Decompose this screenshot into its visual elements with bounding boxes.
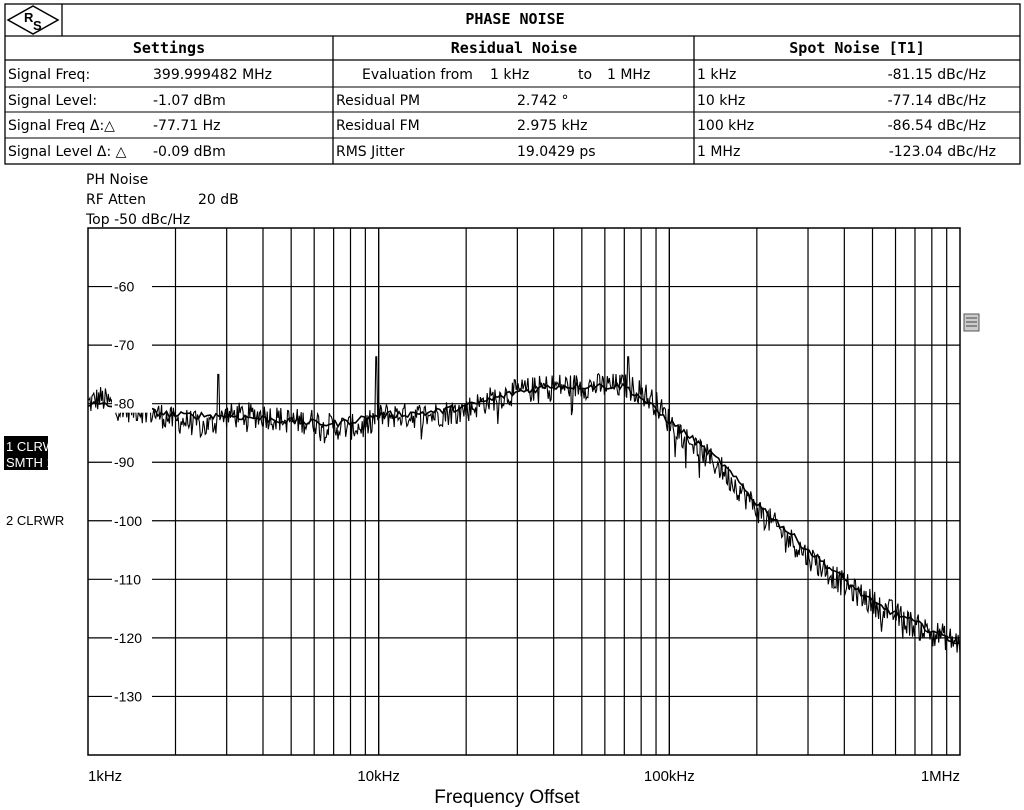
y-tick-label: -120 <box>114 630 142 646</box>
evaluation-to: 1 MHz <box>607 67 650 83</box>
setting-label: Signal Freq Δ:△ <box>8 118 115 134</box>
rs-logo-icon: R S <box>6 5 60 35</box>
trace-1-label: 1 CLRWR <box>6 439 64 454</box>
spot-value: -86.54 dBc/Hz <box>888 118 986 134</box>
residual-label: Residual FM <box>336 118 420 134</box>
y-tick-label-bg <box>112 628 152 647</box>
setting-value: 399.999482 MHz <box>153 67 272 83</box>
plot-traces <box>87 356 961 653</box>
setting-value: -1.07 dBm <box>153 93 226 109</box>
spot-value: -123.04 dBc/Hz <box>889 144 996 160</box>
x-tick-labels: 1kHz 10kHz 100kHz 1MHz <box>88 768 960 785</box>
y-tick-label: -100 <box>114 513 142 529</box>
residual-value: 19.0429 ps <box>517 144 596 160</box>
spot-noise-header: Spot Noise [T1] <box>789 39 924 57</box>
x-tick-label: 1MHz <box>921 768 960 785</box>
evaluation-from: 1 kHz <box>490 67 529 83</box>
phase-noise-table: R S PHASE NOISE Settings Residual Noise … <box>4 3 1021 165</box>
y-tick-label-bg <box>112 687 152 706</box>
y-tick-label: -90 <box>114 454 134 470</box>
svg-text:S: S <box>33 18 42 33</box>
setting-value: -77.71 Hz <box>153 118 220 134</box>
y-tick-label: -110 <box>114 571 141 587</box>
trace-1-smoothing-label: SMTH 1% <box>6 455 66 470</box>
setting-label: Signal Level Δ: △ <box>8 144 127 160</box>
x-tick-label: 100kHz <box>644 768 695 785</box>
trace-1-line <box>87 381 961 645</box>
residual-noise-header: Residual Noise <box>451 39 577 57</box>
x-axis-label: Frequency Offset <box>434 787 580 808</box>
y-tick-label-bg <box>112 394 152 413</box>
x-tick-label: 10kHz <box>357 768 400 785</box>
y-tick-label-bg <box>112 336 152 355</box>
residual-label: Residual PM <box>336 93 420 109</box>
plot-mode-label: PH Noise <box>86 172 148 188</box>
y-tick-labels: -60 -70 -80 -90 -100 -110 -120 -130 <box>112 277 152 706</box>
residual-value: 2.975 kHz <box>517 118 588 134</box>
plot-frame <box>87 227 961 756</box>
spot-freq: 10 kHz <box>697 93 745 109</box>
evaluation-to-label: to <box>578 67 592 83</box>
settings-header: Settings <box>133 39 205 57</box>
svg-text:R: R <box>24 10 34 25</box>
y-tick-label-bg <box>112 453 152 472</box>
table-title: PHASE NOISE <box>465 10 564 28</box>
residual-value: 2.742 ° <box>517 93 569 109</box>
spot-value: -81.15 dBc/Hz <box>888 67 986 83</box>
trace-2-label: 2 CLRWR <box>6 513 64 528</box>
spot-value: -77.14 dBc/Hz <box>888 93 986 109</box>
y-tick-label-bg <box>112 511 152 530</box>
y-tick-label: -70 <box>114 337 134 353</box>
spot-freq: 1 MHz <box>697 144 740 160</box>
trace-2-line <box>87 356 961 653</box>
side-marker-icon <box>963 313 980 332</box>
phase-noise-plot: -60 -70 -80 -90 -100 -110 -120 -130 1kHz 10kHz 10… <box>87 227 961 808</box>
evaluation-label: Evaluation from <box>362 67 473 83</box>
setting-label: Signal Freq: <box>8 67 90 83</box>
x-tick-label: 1kHz <box>88 768 122 785</box>
y-tick-label-bg <box>112 570 152 589</box>
y-tick-label: -130 <box>114 688 142 704</box>
y-tick-label: -60 <box>114 279 134 295</box>
setting-value: -0.09 dBm <box>153 144 226 160</box>
setting-label: Signal Level: <box>8 93 97 109</box>
residual-label: RMS Jitter <box>336 144 405 160</box>
rf-atten-label: RF Atten <box>86 192 146 208</box>
trace-1-label-box <box>4 436 48 470</box>
spot-freq: 100 kHz <box>697 118 754 134</box>
spot-freq: 1 kHz <box>697 67 736 83</box>
plot-grid <box>88 228 960 755</box>
top-level-label: Top -50 dBc/Hz <box>85 212 190 228</box>
y-tick-label-bg <box>112 277 152 296</box>
rf-atten-value: 20 dB <box>198 192 239 208</box>
y-tick-label: -80 <box>114 396 134 412</box>
